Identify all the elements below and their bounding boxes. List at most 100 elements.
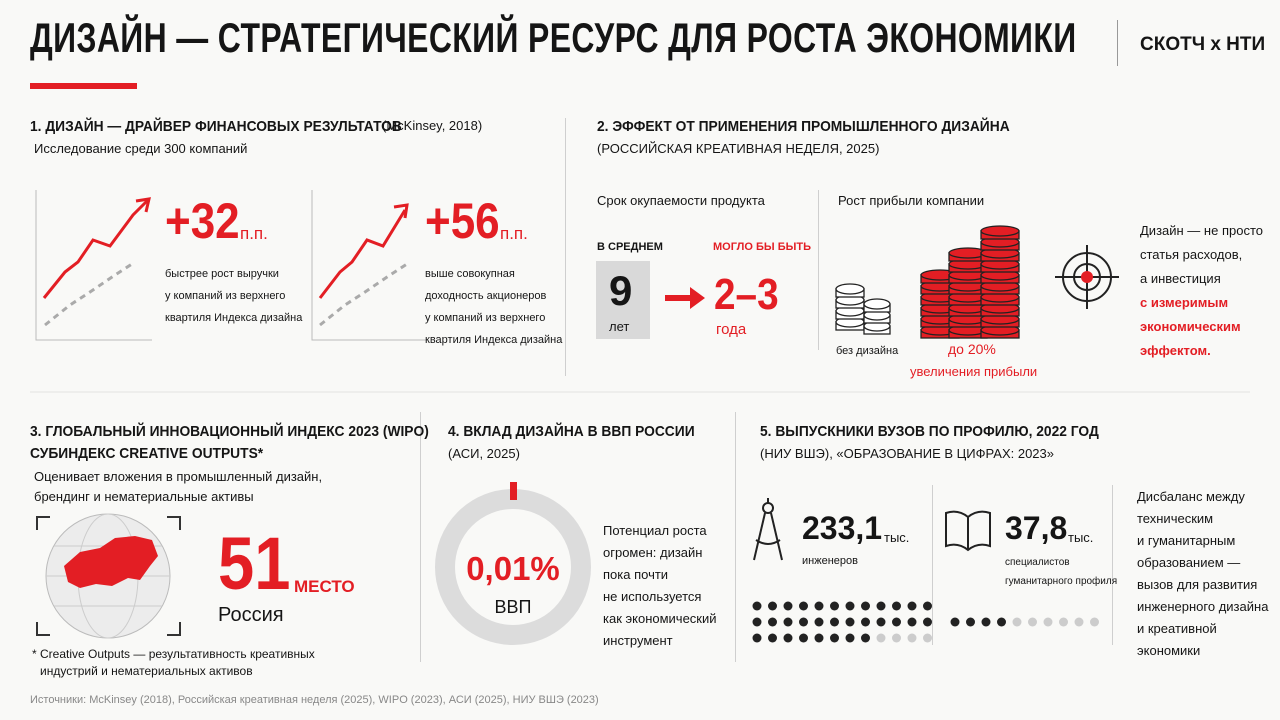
dot	[845, 617, 855, 627]
label: без дизайна	[836, 345, 899, 357]
stat-text: квартиля Индекса дизайна	[425, 334, 563, 346]
section-title: СУБИНДЕКС CREATIVE OUTPUTS*	[30, 445, 264, 462]
dot	[892, 633, 901, 643]
divider	[735, 412, 736, 662]
dot	[799, 633, 808, 643]
divider	[1117, 20, 1118, 66]
note: инженерного дизайна	[1137, 599, 1269, 614]
dot	[814, 633, 824, 643]
compass-icon	[753, 498, 783, 561]
stat-value: +32	[165, 193, 240, 249]
dot	[783, 601, 793, 611]
stat-text: у компаний из верхнего	[425, 312, 546, 324]
target-icon	[1055, 245, 1119, 309]
stat-text: быстрее рост выручки	[165, 268, 279, 280]
source: (McKinsey, 2018)	[382, 118, 483, 133]
subtitle: (НИУ ВШЭ), «ОБРАЗОВАНИЕ В ЦИФРАХ: 2023»	[760, 446, 1054, 461]
dot	[768, 601, 777, 611]
country: Россия	[218, 604, 284, 626]
note: и креативной	[1137, 621, 1217, 636]
label: МОГЛО БЫ БЫТЬ	[713, 241, 812, 253]
arrow	[665, 287, 705, 309]
label: Срок окупаемости продукта	[597, 193, 765, 208]
label: увеличения прибыли	[910, 364, 1038, 379]
stat-value: 233,1	[802, 510, 883, 546]
note: Дизайн — не просто	[1140, 223, 1263, 238]
subtitle: (РОССИЙСКАЯ КРЕАТИВНАЯ НЕДЕЛЯ, 2025)	[597, 141, 880, 156]
title-underline	[30, 83, 137, 89]
text: пока почти	[603, 567, 669, 582]
before-box	[596, 261, 650, 339]
dot	[907, 617, 917, 627]
text: инструмент	[603, 633, 673, 648]
text: Потенциал роста	[603, 523, 707, 538]
dot	[752, 633, 762, 643]
label: Рост прибыли компании	[838, 193, 985, 208]
stat-text: выше совокупная	[425, 268, 515, 280]
footnote: индустрий и нематериальных активов	[40, 664, 253, 678]
stat-value: 37,8	[1005, 510, 1068, 546]
note: техническим	[1137, 511, 1214, 526]
page-title: ДИЗАЙН — СТРАТЕГИЧЕСКИЙ РЕСУРС ДЛЯ РОСТА…	[30, 14, 1077, 61]
dot	[997, 617, 1006, 627]
book-icon	[945, 510, 991, 552]
dot	[814, 617, 824, 627]
note: образованием —	[1137, 555, 1241, 570]
section-title: 1. ДИЗАЙН — ДРАЙВЕР ФИНАНСОВЫХ РЕЗУЛЬТАТ…	[30, 118, 402, 135]
section-title: 2. ЭФФЕКТ ОТ ПРИМЕНЕНИЯ ПРОМЫШЛЕННОГО ДИ…	[597, 118, 1010, 135]
stat-unit: п.п.	[500, 224, 528, 243]
sources: Источники: McKinsey (2018), Российская к…	[30, 694, 599, 706]
label: В СРЕДНЕМ	[597, 241, 663, 253]
note: эффектом.	[1140, 343, 1211, 358]
dot	[845, 601, 855, 611]
dot	[966, 617, 975, 627]
footnote: * Creative Outputs — результативность кр…	[32, 647, 315, 661]
divider	[932, 485, 933, 645]
text: как экономический	[603, 611, 717, 626]
subtitle: (АСИ, 2025)	[448, 446, 520, 461]
dot	[861, 601, 870, 611]
dot	[907, 601, 917, 611]
dot	[768, 617, 777, 627]
dot	[799, 601, 808, 611]
divider	[818, 190, 819, 350]
divider	[420, 412, 421, 662]
dot	[783, 617, 793, 627]
dot	[907, 633, 917, 643]
dot	[814, 601, 824, 611]
gdp-unit: ВВП	[494, 597, 532, 617]
note: а инвестиция	[1140, 271, 1221, 286]
note: экономики	[1137, 643, 1201, 658]
section-title: 4. ВКЛАД ДИЗАЙНА В ВВП РОССИИ	[448, 423, 695, 440]
after-value: 2–3	[714, 270, 779, 319]
dot	[830, 633, 839, 643]
dot	[830, 601, 839, 611]
dot	[1074, 617, 1084, 627]
stat-value: +56	[425, 193, 500, 249]
note: Дисбаланс между	[1137, 489, 1245, 504]
divider	[565, 118, 566, 376]
unit: лет	[609, 319, 630, 334]
rank-unit: МЕСТО	[294, 577, 355, 596]
before-value: 9	[609, 267, 633, 314]
dot	[876, 601, 886, 611]
section-title: 3. ГЛОБАЛЬНЫЙ ИННОВАЦИОННЫЙ ИНДЕКС 2023 …	[30, 423, 429, 440]
dot-rows	[752, 601, 1099, 643]
text: не используется	[603, 589, 702, 604]
note: вызов для развития	[1137, 577, 1258, 592]
dot	[1028, 617, 1037, 627]
chart-icons	[35, 190, 428, 341]
note: с измеримым	[1140, 295, 1229, 310]
label: инженеров	[802, 555, 858, 567]
dot	[923, 633, 932, 643]
stat-text: квартиля Индекса дизайна	[165, 312, 303, 324]
globe	[36, 513, 181, 639]
stat-unit: п.п.	[240, 224, 268, 243]
stat-text: доходность акционеров	[425, 290, 547, 302]
donut	[435, 482, 591, 645]
label: гуманитарного профиля	[1005, 576, 1118, 587]
dot	[1043, 617, 1053, 627]
dot	[1012, 617, 1022, 627]
description: Оценивает вложения в промышленный дизайн…	[34, 469, 323, 484]
